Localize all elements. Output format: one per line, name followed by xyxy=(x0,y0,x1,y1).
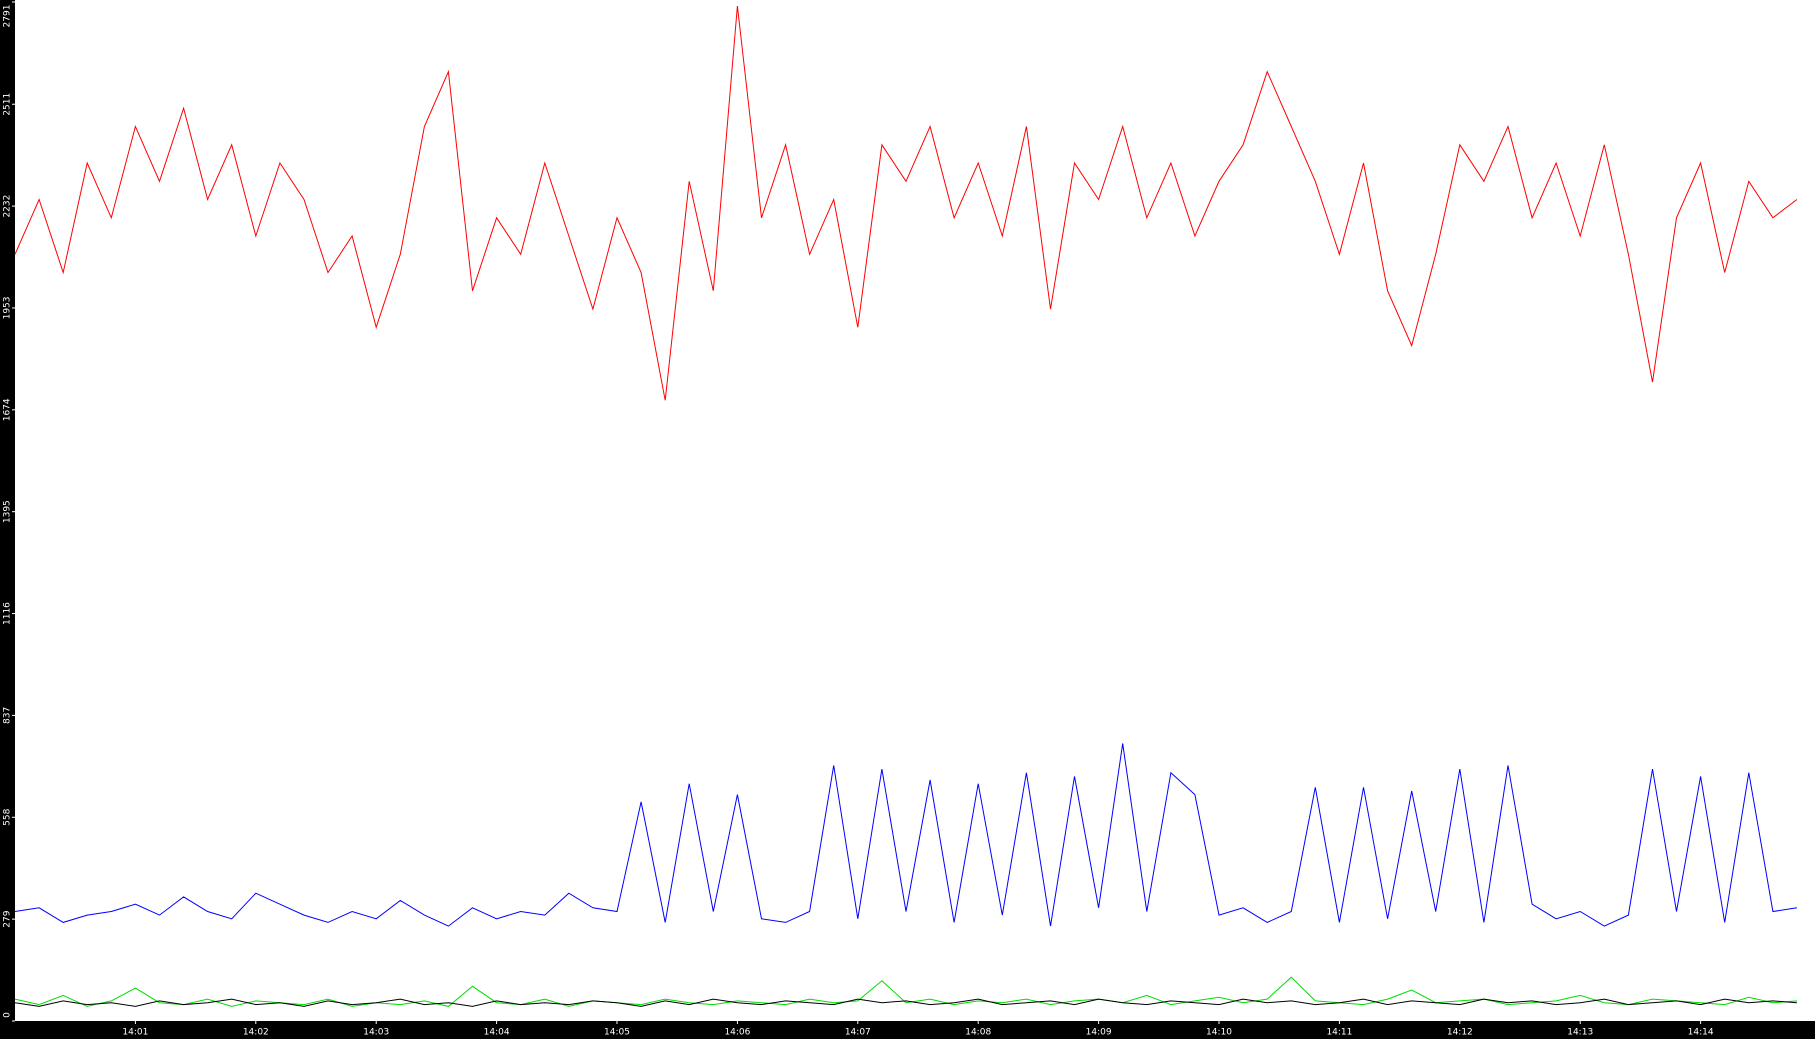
x-tick-label: 14:07 xyxy=(845,1028,871,1038)
x-tick-label: 14:13 xyxy=(1567,1028,1593,1038)
y-tick-label: 2232 xyxy=(3,195,13,218)
y-tick-label: 1953 xyxy=(3,297,13,320)
y-tick-label: 279 xyxy=(3,910,13,927)
y-tick-label: 558 xyxy=(3,808,13,825)
x-tick-label: 14:14 xyxy=(1688,1028,1714,1038)
x-tick-label: 14:11 xyxy=(1326,1028,1352,1038)
x-tick-label: 14:02 xyxy=(243,1028,269,1038)
x-tick-label: 14:04 xyxy=(484,1028,510,1038)
x-axis-strip xyxy=(0,1021,1815,1039)
x-tick-label: 14:05 xyxy=(604,1028,630,1038)
series-line xyxy=(14,743,1797,927)
series-line xyxy=(14,976,1797,1007)
x-tick-label: 14:09 xyxy=(1086,1028,1112,1038)
y-axis-strip xyxy=(0,0,15,1039)
y-tick-label: 2791 xyxy=(3,5,13,28)
series-line xyxy=(14,5,1798,401)
y-tick-label: 2511 xyxy=(3,93,13,116)
y-tick-label: 1116 xyxy=(3,602,13,625)
y-tick-label: 837 xyxy=(3,707,13,724)
x-tick-label: 14:08 xyxy=(965,1028,991,1038)
y-tick-label: 1674 xyxy=(3,398,13,421)
x-tick-label: 14:06 xyxy=(724,1028,750,1038)
x-tick-label: 14:10 xyxy=(1206,1028,1232,1038)
y-tick-label: 1395 xyxy=(3,500,13,523)
x-tick-label: 14:01 xyxy=(122,1028,148,1038)
y-tick-label: 0 xyxy=(3,1012,13,1018)
series-line xyxy=(14,998,1797,1007)
x-tick-label: 14:12 xyxy=(1447,1028,1473,1038)
x-tick-label: 14:03 xyxy=(363,1028,389,1038)
